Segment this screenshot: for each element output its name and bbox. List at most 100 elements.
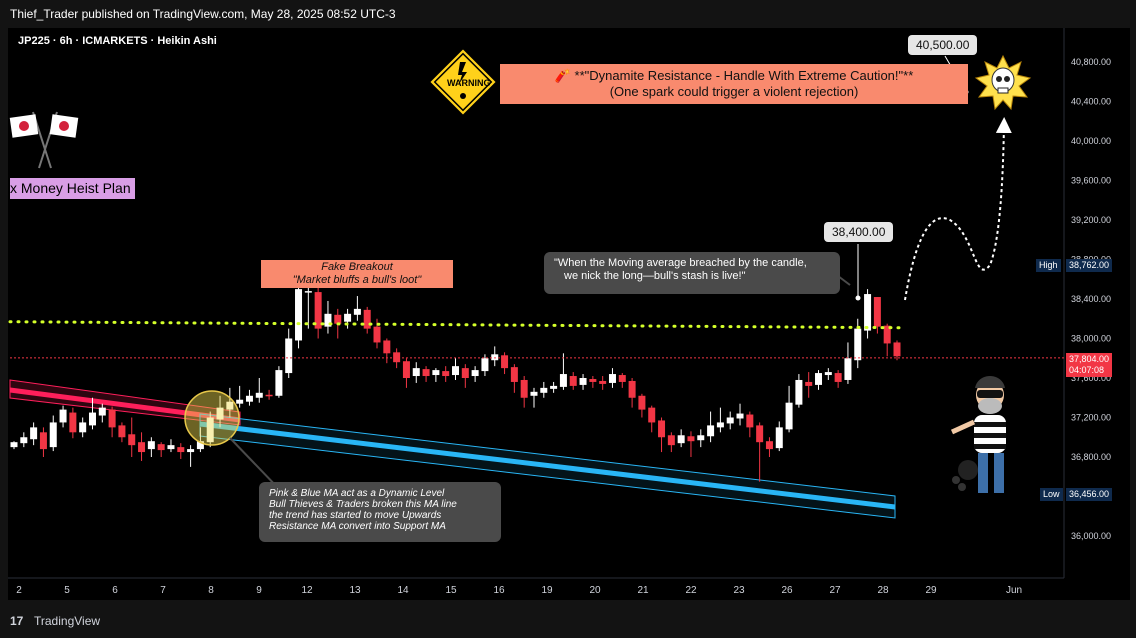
candle[interactable] xyxy=(687,431,695,457)
candle[interactable] xyxy=(638,393,646,418)
candle[interactable] xyxy=(304,287,312,329)
candle[interactable] xyxy=(775,421,783,452)
candle[interactable] xyxy=(216,395,224,428)
candle[interactable] xyxy=(765,437,773,457)
candle[interactable] xyxy=(501,352,509,375)
candle[interactable] xyxy=(30,422,38,446)
candle[interactable] xyxy=(383,338,391,364)
candle[interactable] xyxy=(873,297,881,334)
candle[interactable] xyxy=(88,397,96,430)
candle[interactable] xyxy=(69,407,77,439)
candle[interactable] xyxy=(147,437,155,457)
candle[interactable] xyxy=(667,432,675,453)
candle[interactable] xyxy=(824,368,832,380)
candle[interactable] xyxy=(59,405,67,428)
candle[interactable] xyxy=(344,308,352,329)
candle[interactable] xyxy=(157,442,165,457)
candle[interactable] xyxy=(108,406,116,438)
blue-ma-line xyxy=(199,421,896,510)
y-tick-label: 39,600.00 xyxy=(1071,176,1111,186)
candle[interactable] xyxy=(658,417,666,453)
candle[interactable] xyxy=(138,432,146,461)
candle-body xyxy=(520,379,528,398)
candle[interactable] xyxy=(736,403,744,426)
candle[interactable] xyxy=(324,300,332,334)
candle[interactable] xyxy=(618,373,626,388)
candle[interactable] xyxy=(471,366,479,382)
candle[interactable] xyxy=(196,427,204,453)
candle[interactable] xyxy=(481,354,489,377)
candle[interactable] xyxy=(402,358,410,388)
candle[interactable] xyxy=(697,429,705,448)
candle[interactable] xyxy=(785,385,793,433)
candle[interactable] xyxy=(432,368,440,382)
candle[interactable] xyxy=(559,353,567,390)
candle[interactable] xyxy=(844,342,852,384)
candle[interactable] xyxy=(756,422,764,482)
candle[interactable] xyxy=(79,417,87,438)
candle[interactable] xyxy=(550,381,558,393)
candle[interactable] xyxy=(187,445,195,467)
candle[interactable] xyxy=(716,407,724,433)
candle[interactable] xyxy=(569,372,577,390)
candle[interactable] xyxy=(206,411,214,448)
x-tick-label: 20 xyxy=(589,585,601,596)
candle[interactable] xyxy=(883,323,891,357)
candle-body xyxy=(177,447,185,453)
candle[interactable] xyxy=(599,376,607,390)
candle-body xyxy=(128,434,136,446)
candle[interactable] xyxy=(707,411,715,443)
candle[interactable] xyxy=(314,287,322,339)
candle[interactable] xyxy=(540,381,548,398)
candle[interactable] xyxy=(245,389,253,406)
candle[interactable] xyxy=(265,389,273,400)
candle[interactable] xyxy=(726,411,734,430)
candle[interactable] xyxy=(795,374,803,408)
candle[interactable] xyxy=(412,362,420,383)
candle[interactable] xyxy=(461,364,469,388)
pink-blue-note-line3: the trend has started to move Upwards xyxy=(269,510,442,521)
candle[interactable] xyxy=(628,378,636,408)
candle[interactable] xyxy=(893,340,901,361)
candle[interactable] xyxy=(648,405,656,433)
candle[interactable] xyxy=(167,439,175,453)
candle[interactable] xyxy=(20,432,28,448)
candle[interactable] xyxy=(422,366,430,382)
candle[interactable] xyxy=(677,429,685,448)
candle[interactable] xyxy=(226,387,234,418)
candle[interactable] xyxy=(363,306,371,334)
candle[interactable] xyxy=(98,403,106,423)
candle-body xyxy=(530,391,538,396)
candle-body xyxy=(39,432,47,450)
candle[interactable] xyxy=(353,296,361,321)
candle[interactable] xyxy=(442,366,450,382)
candle[interactable] xyxy=(49,415,57,452)
candle[interactable] xyxy=(128,417,136,458)
candle[interactable] xyxy=(579,374,587,390)
candle[interactable] xyxy=(815,370,823,390)
candle[interactable] xyxy=(10,441,18,450)
candle[interactable] xyxy=(295,287,303,349)
candle[interactable] xyxy=(39,427,47,457)
candle[interactable] xyxy=(255,378,263,403)
candle[interactable] xyxy=(746,411,754,438)
candle[interactable] xyxy=(608,368,616,388)
candle[interactable] xyxy=(118,422,126,443)
candle[interactable] xyxy=(520,376,528,408)
candle[interactable] xyxy=(589,376,597,388)
candle[interactable] xyxy=(236,385,244,408)
candle[interactable] xyxy=(530,387,538,408)
candle[interactable] xyxy=(510,364,518,393)
y-tick-label: 37,600.00 xyxy=(1071,373,1111,383)
candle[interactable] xyxy=(393,348,401,369)
candle[interactable] xyxy=(491,346,499,367)
candle[interactable] xyxy=(805,372,813,398)
candle-body xyxy=(864,294,872,331)
candle[interactable] xyxy=(452,358,459,380)
candle[interactable] xyxy=(177,443,185,459)
candle[interactable] xyxy=(864,289,872,339)
candle[interactable] xyxy=(275,366,283,398)
candle[interactable] xyxy=(834,370,842,388)
candle[interactable] xyxy=(285,328,293,378)
chart-frame[interactable] xyxy=(8,28,1130,600)
